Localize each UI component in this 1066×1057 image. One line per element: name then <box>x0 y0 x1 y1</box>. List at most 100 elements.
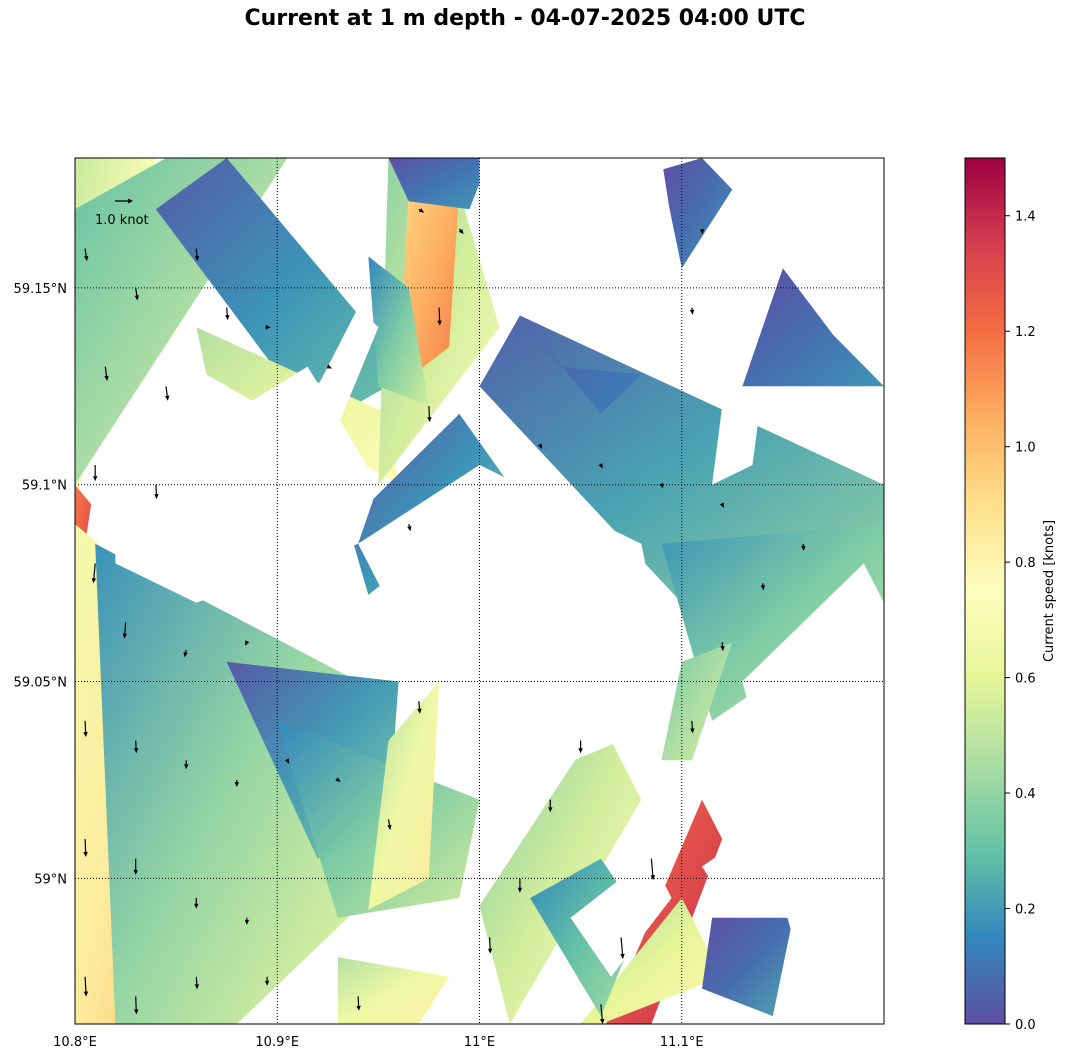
speed-zone-northeast-right <box>742 268 884 387</box>
current-arrow <box>225 307 230 321</box>
x-tick-label: 10.9°E <box>255 1035 299 1050</box>
colorbar-tick-label: 1.2 <box>1015 325 1036 340</box>
colorbar-tick-label: 0.0 <box>1015 1018 1036 1033</box>
current-arrow <box>418 208 425 213</box>
current-arrow <box>83 976 89 997</box>
current-arrow <box>244 917 250 925</box>
current-arrow <box>165 386 170 401</box>
land-northeast-right <box>732 158 884 347</box>
y-tick-label: 59.15°N <box>14 282 67 297</box>
current-arrow <box>598 463 603 469</box>
quiver-key-head <box>128 198 133 204</box>
current-arrow <box>194 976 199 990</box>
colorbar-tick-label: 1.4 <box>1015 210 1036 225</box>
current-arrow <box>548 799 553 813</box>
current-arrow <box>234 779 239 788</box>
current-arrow <box>91 563 97 584</box>
land-east-island <box>712 386 763 485</box>
current-arrow <box>517 878 523 893</box>
current-arrow <box>264 976 270 986</box>
current-arrow <box>335 777 341 782</box>
current-arrow <box>183 649 188 658</box>
land-southeast-top <box>702 839 763 898</box>
land-central-big <box>358 465 662 721</box>
current-arrow <box>83 720 88 738</box>
colorbar-tick-label: 0.4 <box>1015 787 1036 802</box>
current-arrow <box>133 740 139 754</box>
current-arrow <box>659 482 664 489</box>
current-arrow <box>719 502 724 508</box>
current-arrow <box>458 228 464 235</box>
current-arrow <box>356 996 361 1011</box>
colorbar-tick-label: 1.0 <box>1015 441 1036 456</box>
y-tick-label: 59°N <box>34 872 67 887</box>
current-arrow <box>427 405 432 423</box>
current-arrow <box>93 465 98 482</box>
speed-zone-southeast-lower <box>580 898 723 1024</box>
current-arrow <box>184 760 189 770</box>
current-arrow <box>437 307 442 326</box>
land-east-right <box>742 563 884 780</box>
current-arrow <box>600 1004 605 1024</box>
land-areas <box>115 158 884 1024</box>
colorbar: 0.0 0.2 0.4 0.6 0.8 1.0 1.2 1.4 Current speed [k… <box>964 157 1057 1033</box>
colorbar-label: Current speed [knots] <box>1042 520 1057 662</box>
current-arrow <box>194 898 199 909</box>
current-arrow <box>801 543 806 551</box>
current-arrow <box>620 937 625 959</box>
current-arrow <box>285 758 290 764</box>
current-arrow <box>650 858 655 881</box>
current-arrow <box>720 642 725 652</box>
current-arrow <box>134 287 139 301</box>
speed-zone-east-lower-strip <box>661 642 733 761</box>
current-arrow <box>417 701 422 714</box>
current-arrow <box>245 640 250 646</box>
speed-zone-south-central-lower <box>337 957 450 1024</box>
current-arrow <box>154 484 159 500</box>
current-arrow <box>690 720 695 734</box>
plot-frame <box>74 157 885 1025</box>
land-northeast-top <box>479 158 682 288</box>
speed-zone-southwest-basin <box>95 543 359 1024</box>
current-arrows <box>75 208 806 1024</box>
land-south-middle <box>570 839 672 977</box>
current-arrow <box>326 364 333 369</box>
current-arrow <box>134 996 139 1015</box>
current-arrow <box>578 740 583 754</box>
current-arrow <box>194 248 200 262</box>
chart-title: Current at 1 m depth - 04-07-2025 04:00 … <box>244 6 806 31</box>
x-tick-label: 11°E <box>464 1035 495 1050</box>
current-arrow <box>83 838 88 857</box>
speed-zone-south-central-strip <box>368 681 440 910</box>
colorbar-bar <box>964 157 1006 1025</box>
speed-zone-southeast-box <box>702 917 793 1017</box>
current-arrow <box>122 622 127 639</box>
quiver-key: 1.0 knot <box>95 198 149 228</box>
current-arrow <box>84 248 89 262</box>
current-arrow <box>699 228 705 235</box>
axis-labels: 10.8°E 10.9°E 11°E 11.1°E 59°N 59.05°N 59.1°N 5… <box>14 282 704 1050</box>
current-arrow <box>104 366 109 381</box>
speed-zone-northeast-upper <box>661 158 733 269</box>
current-arrow <box>689 307 695 315</box>
y-tick-label: 59.05°N <box>14 676 67 691</box>
colorbar-tick-label: 0.6 <box>1015 672 1036 687</box>
y-tick-label: 59.1°N <box>22 479 67 494</box>
speed-zone-east-band-top <box>519 315 642 414</box>
quiver-key-label: 1.0 knot <box>95 213 149 228</box>
current-arrow <box>133 858 138 875</box>
speed-zone-central-north-west-block <box>368 256 429 406</box>
speed-zone-south-diagonal-band <box>479 720 642 1024</box>
colorbar-tick-label: 0.2 <box>1015 903 1036 918</box>
speed-zone-central-north-top-block <box>388 158 490 210</box>
current-arrow <box>760 583 766 591</box>
current-arrow <box>387 819 392 831</box>
colorbar-tick-label: 0.8 <box>1015 556 1036 571</box>
current-arrow <box>487 937 493 954</box>
x-tick-label: 10.8°E <box>53 1035 97 1050</box>
current-arrow <box>407 523 412 532</box>
land-southeast-right <box>762 760 884 1024</box>
x-tick-label: 11.1°E <box>660 1035 704 1050</box>
current-arrow <box>265 325 271 330</box>
